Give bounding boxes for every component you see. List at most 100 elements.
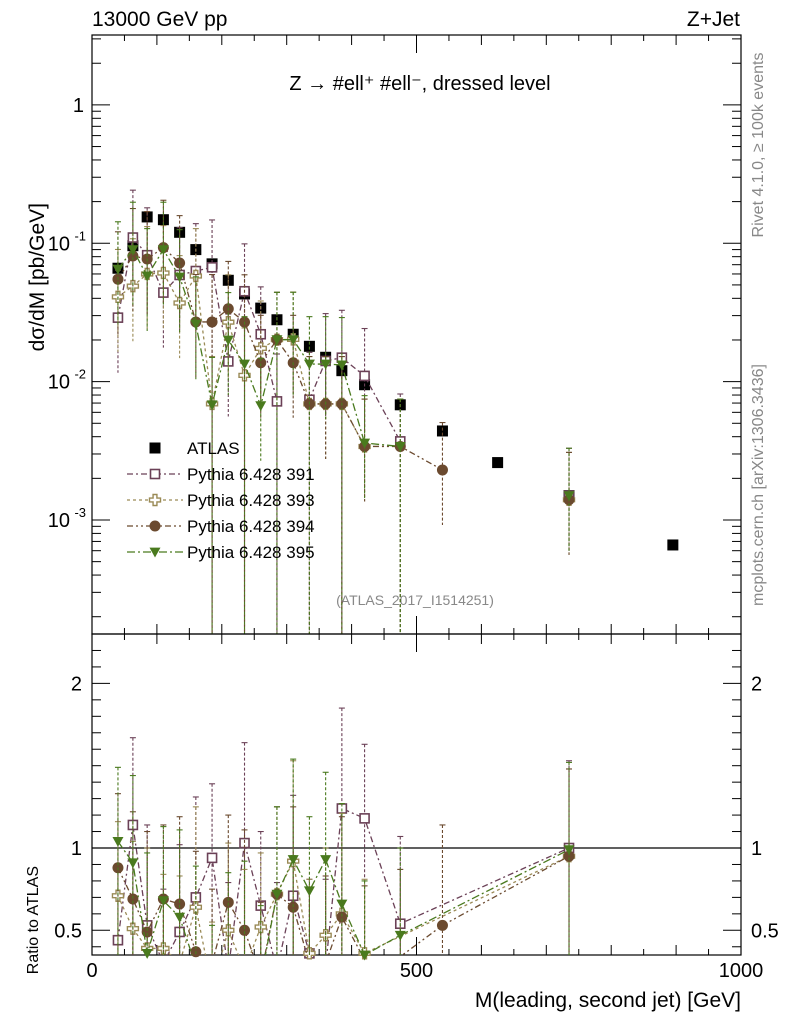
ratio-point bbox=[336, 899, 348, 910]
legend-entry-1: Pythia 6.428 391 bbox=[127, 465, 315, 484]
legend-label: Pythia 6.428 393 bbox=[187, 491, 315, 510]
legend-entry-2: Pythia 6.428 393 bbox=[127, 491, 315, 510]
series-2 bbox=[111, 225, 576, 634]
mc-point bbox=[271, 335, 283, 346]
mc-point bbox=[206, 400, 218, 411]
series-3 bbox=[112, 199, 575, 634]
legend-label: Pythia 6.428 395 bbox=[187, 543, 315, 562]
mc-point bbox=[394, 442, 406, 452]
ratio-frame bbox=[91, 633, 742, 956]
mc-point bbox=[141, 271, 153, 282]
mcplots-label: mcplots.cern.ch [arXiv:1306.3436] bbox=[750, 364, 767, 606]
x-tick-label: 0 bbox=[86, 960, 97, 982]
mc-point bbox=[359, 370, 370, 382]
data-point bbox=[667, 539, 679, 551]
ratio-point bbox=[239, 924, 251, 936]
ratio-point bbox=[336, 911, 348, 923]
ratio-point bbox=[563, 850, 575, 862]
ratio-series-2 bbox=[111, 760, 576, 960]
mc-point bbox=[436, 464, 448, 476]
legend-marker bbox=[149, 468, 161, 480]
y-tick-exponent: -2 bbox=[74, 367, 86, 382]
ratio-point bbox=[112, 837, 124, 847]
ratio-point bbox=[157, 896, 169, 907]
y-tick-exponent: -1 bbox=[74, 228, 86, 243]
plot-title: Z → #ell⁺ #ell⁻, dressed level bbox=[289, 73, 550, 95]
legend-label: ATLAS bbox=[187, 439, 240, 458]
ratio-tick-label-right: 0.5 bbox=[751, 920, 779, 942]
mc-point bbox=[255, 357, 267, 369]
mc-point bbox=[174, 257, 186, 269]
ratio-axis-title: Ratio to ATLAS bbox=[25, 866, 42, 974]
mc-point bbox=[190, 319, 202, 330]
ratio-series-3 bbox=[112, 768, 575, 958]
y-tick-label: 1 bbox=[73, 95, 84, 117]
legend-entry-0: ATLAS bbox=[149, 439, 240, 458]
ratio-point bbox=[563, 845, 575, 856]
ratio-series-1 bbox=[112, 707, 575, 959]
ratio-point bbox=[303, 886, 315, 897]
ratio-point bbox=[394, 930, 406, 941]
ratio-tick-label: 1 bbox=[71, 838, 82, 860]
y-tick-label: 10 bbox=[48, 372, 70, 394]
series-line bbox=[117, 246, 443, 471]
ratio-point bbox=[287, 901, 299, 913]
ratio-point bbox=[206, 852, 218, 864]
ratio-point bbox=[320, 855, 332, 866]
rivet-label: Rivet 4.1.0, ≥ 100k events bbox=[750, 53, 767, 238]
legend-entry-3: Pythia 6.428 394 bbox=[127, 517, 315, 536]
legend-label: Pythia 6.428 394 bbox=[187, 517, 315, 536]
ratio-tick-label-right: 1 bbox=[751, 838, 762, 860]
x-tick-label: 1000 bbox=[719, 960, 764, 982]
analysis-id: (ATLAS_2017_I1514251) bbox=[336, 592, 494, 608]
ratio-point bbox=[174, 912, 186, 923]
mc-point bbox=[206, 262, 218, 273]
mc-point bbox=[206, 316, 218, 328]
header-right: Z+Jet bbox=[687, 8, 740, 31]
mc-point bbox=[287, 335, 299, 346]
data-point bbox=[436, 425, 448, 437]
mc-point bbox=[254, 342, 267, 355]
legend-marker bbox=[149, 520, 161, 532]
header-left: 13000 GeV pp bbox=[92, 8, 227, 31]
x-tick-label: 500 bbox=[400, 960, 433, 982]
ratio-line bbox=[117, 841, 570, 955]
legend-label: Pythia 6.428 391 bbox=[187, 465, 315, 484]
ratio-point bbox=[359, 950, 371, 961]
ratio-tick-label-right: 2 bbox=[751, 673, 762, 695]
legend-marker bbox=[149, 547, 161, 558]
mc-point bbox=[239, 359, 251, 370]
y-tick-label: 10 bbox=[48, 233, 70, 255]
main-panel: 1 10 -1 10 -2 10 -3 bbox=[48, 34, 742, 635]
series-1 bbox=[112, 189, 575, 634]
data-point bbox=[492, 457, 504, 469]
ratio-tick-label: 2 bbox=[71, 673, 82, 695]
mc-point bbox=[359, 438, 371, 449]
ratio-point bbox=[127, 858, 139, 869]
mc-point bbox=[320, 359, 332, 370]
legend: ATLAS Pythia 6.428 391 Pythia 6.428 393 Pyt… bbox=[127, 439, 315, 562]
ratio-point bbox=[127, 893, 139, 905]
x-axis-title: M(leading, second jet) [GeV] bbox=[475, 989, 741, 1012]
ratio-point bbox=[141, 948, 153, 959]
ratio-point bbox=[174, 898, 186, 910]
legend-entry-4: Pythia 6.428 395 bbox=[127, 543, 315, 562]
mc-point bbox=[222, 335, 234, 346]
mc-point bbox=[255, 401, 267, 412]
ratio-point bbox=[436, 919, 448, 931]
ratio-point bbox=[271, 889, 283, 900]
mc-point bbox=[157, 245, 169, 256]
mc-point bbox=[336, 360, 348, 371]
ratio-series-4 bbox=[112, 758, 575, 961]
mc-point bbox=[303, 359, 315, 370]
mc-point bbox=[563, 491, 575, 502]
legend-marker bbox=[149, 442, 161, 454]
ratio-tick-label: 0.5 bbox=[54, 920, 82, 942]
data-point bbox=[303, 340, 315, 352]
ratio-line bbox=[117, 807, 570, 955]
mc-point bbox=[271, 396, 283, 407]
ratio-panel: 0 500 1000 0.5 0.5 1 1 2 2 bbox=[54, 633, 779, 982]
y-tick-exponent: -3 bbox=[74, 505, 86, 520]
series-4 bbox=[112, 201, 575, 634]
